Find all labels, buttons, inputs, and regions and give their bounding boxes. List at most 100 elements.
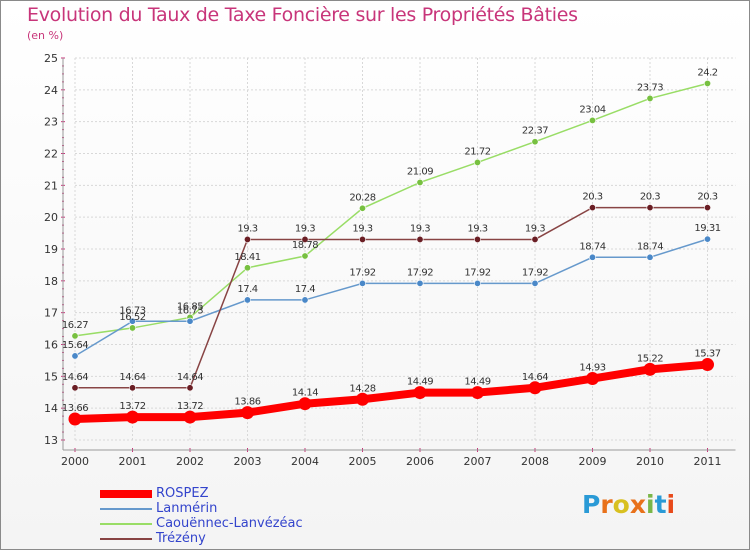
data-point (183, 410, 197, 424)
y-tick-label: 14 (44, 402, 58, 415)
y-tick-label: 22 (44, 148, 58, 161)
data-point (646, 94, 654, 102)
data-point (126, 410, 139, 424)
data-point (588, 116, 596, 124)
data-point (531, 138, 539, 146)
data-point (531, 235, 539, 243)
data-label: 20.28 (349, 192, 375, 203)
data-label: 13.72 (119, 401, 145, 412)
data-label: 16.73 (177, 305, 203, 316)
x-tick-label: 2006 (406, 455, 434, 468)
data-point (301, 235, 309, 243)
data-label: 19.3 (295, 223, 315, 234)
y-tick-label: 19 (44, 243, 58, 256)
data-point (356, 392, 369, 406)
series-line (74, 238, 708, 357)
data-point (358, 235, 366, 243)
x-tick-label: 2009 (579, 455, 607, 468)
legend-item: Trézény (100, 531, 303, 546)
data-label: 23.73 (637, 82, 663, 93)
data-label: 24.2 (697, 67, 717, 78)
data-label: 18.78 (292, 240, 318, 251)
data-label: 19.3 (525, 223, 545, 234)
legend-label: Lanmérin (156, 500, 218, 516)
data-point (703, 235, 711, 243)
legend-swatch (100, 489, 152, 498)
data-label: 14.64 (177, 372, 203, 383)
data-label: 14.14 (292, 388, 318, 399)
data-label: 16.73 (119, 305, 145, 316)
data-point (703, 79, 711, 87)
x-tick-label: 2008 (521, 455, 549, 468)
data-point (244, 264, 252, 272)
data-label: 14.28 (349, 383, 375, 394)
data-point (416, 279, 424, 287)
data-point (646, 253, 654, 261)
brand-logo: Proxiti (582, 490, 675, 519)
data-label: 21.09 (407, 166, 433, 177)
data-point (241, 406, 254, 420)
data-point (358, 279, 366, 287)
data-label: 13.66 (62, 403, 88, 414)
brand-letter: x (629, 490, 646, 519)
data-point (129, 384, 137, 392)
data-point (68, 412, 82, 426)
data-label: 14.49 (407, 377, 433, 388)
legend-item: Caouënnec-Lanvézéac (100, 516, 303, 531)
legend-item: Lanmérin (100, 501, 303, 516)
data-labels: 16.27 16.52 16.85 18.41 18.78 20.28 21.09 21.72… (62, 67, 721, 414)
data-point (643, 362, 657, 376)
data-point (588, 204, 596, 212)
data-point (129, 324, 137, 332)
data-point (586, 372, 599, 386)
legend-item: ROSPEZ (100, 486, 303, 501)
series-lanmerin (71, 235, 711, 360)
data-point (473, 279, 481, 287)
chart-title: Evolution du Taux de Taxe Foncière sur l… (27, 4, 578, 26)
series-line (74, 82, 708, 337)
legend-swatch (100, 507, 152, 510)
y-tick-label: 13 (44, 434, 58, 447)
x-tick-label: 2002 (176, 455, 204, 468)
axes: 13 14 15 16 17 18 19 20 21 22 23 24 25 2000 2001 2002 20… (44, 52, 736, 468)
data-label: 14.64 (522, 372, 548, 383)
y-tick-label: 15 (44, 370, 58, 383)
data-label: 18.74 (637, 241, 663, 252)
data-label: 17.92 (522, 267, 548, 278)
data-label: 15.64 (62, 340, 88, 351)
legend: ROSPEZ Lanmérin Caouënnec-Lanvézéac Trézény (100, 486, 303, 546)
data-point (701, 358, 714, 372)
x-tick-label: 2003 (234, 455, 262, 468)
legend-swatch (100, 537, 152, 540)
y-tick-label: 17 (44, 307, 58, 320)
data-point (646, 204, 654, 212)
brand-letter: i (646, 490, 655, 519)
series-trezeny (71, 204, 711, 392)
series-line (71, 360, 712, 423)
data-label: 13.86 (234, 397, 260, 408)
data-label: 17.92 (349, 267, 375, 278)
data-point (186, 317, 194, 325)
data-point (301, 252, 309, 260)
data-point (358, 204, 366, 212)
data-label: 14.64 (62, 372, 88, 383)
data-label: 17.92 (407, 267, 433, 278)
x-tick-label: 2011 (694, 455, 722, 468)
legend-swatch (100, 522, 152, 525)
brand-letter: r (600, 490, 613, 519)
data-point (473, 235, 481, 243)
data-point (71, 332, 79, 340)
data-label: 17.4 (295, 284, 315, 295)
data-point (129, 317, 137, 325)
y-tick-label: 20 (44, 211, 58, 224)
data-point (531, 279, 539, 287)
data-point (528, 381, 542, 395)
series-caouennec-lanvezeac (71, 79, 711, 340)
data-label: 19.3 (352, 223, 372, 234)
data-label: 16.85 (177, 301, 203, 312)
data-label: 20.3 (697, 192, 717, 203)
series-rospez (68, 358, 714, 426)
data-point (71, 384, 79, 392)
